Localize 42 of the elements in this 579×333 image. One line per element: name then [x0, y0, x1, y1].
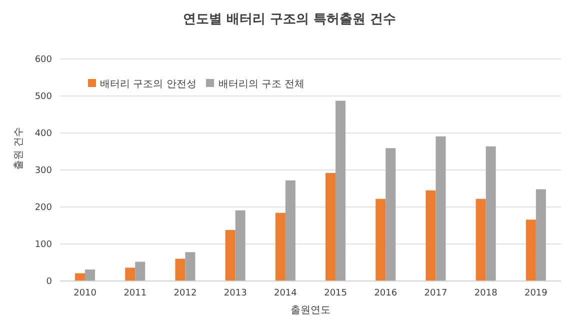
x-tick-label: 2013 [224, 288, 247, 298]
y-tick-label: 200 [34, 203, 52, 214]
x-tick-label: 2018 [474, 288, 498, 298]
bar [225, 230, 236, 281]
y-tick-label: 0 [46, 277, 52, 288]
bar [386, 148, 396, 281]
bar [326, 172, 336, 281]
bar [426, 190, 436, 281]
bar [125, 268, 136, 281]
y-tick-label: 500 [34, 92, 52, 102]
x-axis-title: 출원연도 [290, 305, 330, 316]
y-tick-label: 600 [34, 55, 52, 66]
x-tick-label: 2017 [424, 288, 448, 298]
legend-label: 배터리 구조의 안전성 [100, 79, 196, 90]
bar [336, 100, 346, 281]
chart-title: 연도별 배터리 구조의 특허출원 건수 [182, 11, 398, 29]
bar [486, 146, 496, 281]
y-tick-label: 400 [34, 129, 52, 140]
x-tick-label: 2016 [374, 288, 398, 298]
bar [436, 136, 446, 281]
x-tick-label: 2010 [74, 288, 97, 298]
bar [135, 262, 146, 281]
bar [85, 270, 96, 281]
bar [376, 198, 386, 281]
bar [285, 180, 296, 281]
x-tick-label: 2019 [524, 288, 548, 298]
bar [526, 220, 536, 281]
y-axis-title: 출원 건수 [14, 126, 25, 170]
x-tick-label: 2012 [174, 288, 197, 298]
bar [536, 189, 546, 281]
y-tick-label: 300 [34, 166, 52, 176]
x-tick-label: 2014 [274, 288, 298, 298]
x-tick-label: 2015 [324, 288, 348, 298]
y-tick-label: 100 [34, 240, 52, 250]
x-tick-label: 2011 [124, 288, 147, 298]
bar [476, 198, 486, 281]
legend-label: 배터리의 구조 전체 [218, 79, 305, 90]
bar [175, 258, 186, 281]
bar [235, 210, 246, 281]
bar [185, 252, 196, 281]
bar [275, 212, 286, 281]
bar [75, 273, 86, 281]
